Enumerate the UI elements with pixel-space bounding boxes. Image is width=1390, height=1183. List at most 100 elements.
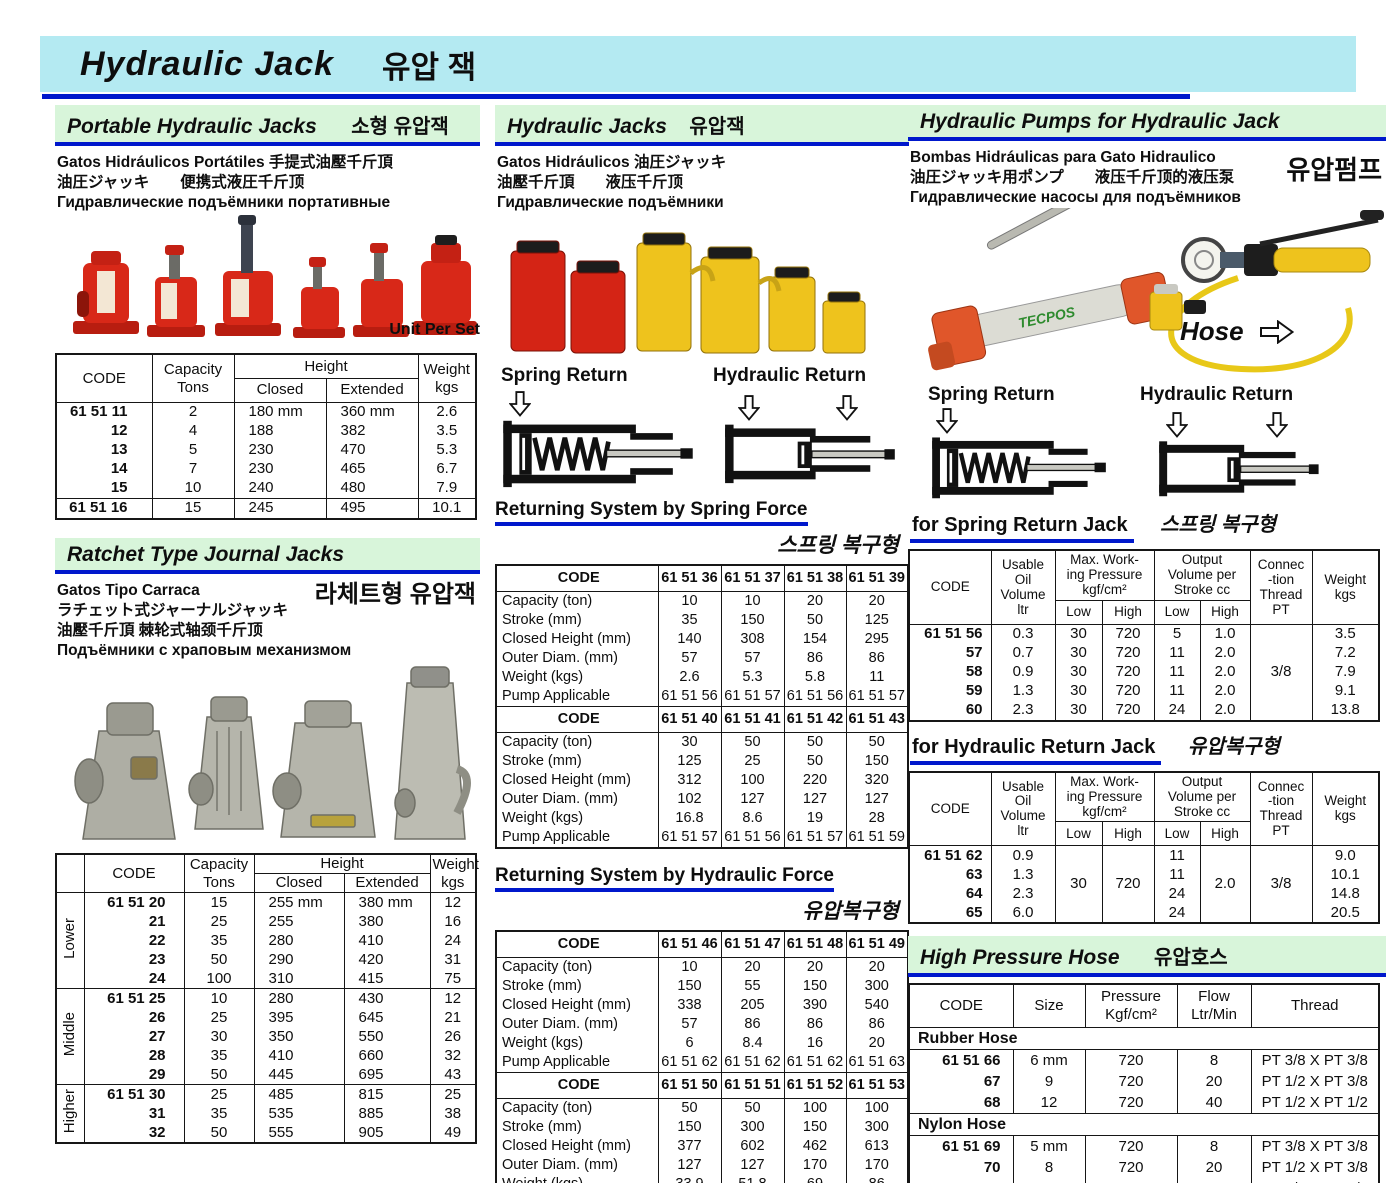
table-cell: 462 bbox=[783, 1137, 846, 1157]
hydraulic-force-title: Returning System by Hydraulic Force bbox=[495, 865, 834, 893]
table-cell: 61 51 40 bbox=[657, 706, 721, 734]
table-cell: 20 bbox=[1176, 1157, 1251, 1179]
row-group-label: Lower bbox=[61, 918, 79, 959]
table-cell: 470 bbox=[325, 440, 419, 460]
spring-force-title-korean: 스프링 복구형 bbox=[777, 534, 899, 558]
table-cell: 3/8 bbox=[1249, 624, 1313, 721]
table-cell: 30 bbox=[1054, 624, 1102, 644]
table-cell: 8 bbox=[1176, 1135, 1251, 1158]
subtitle-russian: Гидравлические насосы для подъёмников bbox=[910, 189, 1241, 207]
table-cell: 61 51 11 bbox=[55, 402, 152, 422]
table-cell: 20 bbox=[1176, 1071, 1251, 1093]
table-cell: 65 bbox=[908, 903, 991, 924]
table-cell: 0.9 bbox=[990, 662, 1055, 682]
table-cell: Weight (kgs) bbox=[495, 668, 658, 688]
table-cell: Max. Work- ing Pressure kgf/cm² bbox=[1054, 550, 1155, 601]
table-cell: 50 bbox=[657, 1098, 721, 1119]
table-cell: Stroke (mm) bbox=[495, 611, 658, 631]
down-arrow-icon bbox=[738, 395, 760, 422]
table-cell: 11 bbox=[1153, 643, 1201, 663]
table-cell: 10.1 bbox=[417, 497, 477, 519]
table-cell: Height bbox=[253, 854, 431, 875]
table-cell: 245 bbox=[233, 497, 326, 519]
table-cell: 32 bbox=[83, 1123, 184, 1144]
table-cell: 2 bbox=[151, 402, 234, 422]
portable-subtitles: Gatos Hidráulicos Portátiles 手提式油壓千斤頂 油圧… bbox=[57, 153, 480, 213]
table-cell: 1.0 bbox=[1199, 624, 1251, 644]
table-cell: 35 bbox=[183, 931, 254, 951]
table-cell: 300 bbox=[845, 977, 908, 997]
table-cell: 7.9 bbox=[417, 478, 477, 499]
table-cell: 61 51 59 bbox=[845, 828, 908, 849]
table-cell: 61 51 30 bbox=[83, 1084, 184, 1105]
subtitle-russian: Подъёмники с храповым механизмом bbox=[57, 642, 352, 660]
table-cell: 86 bbox=[845, 1015, 908, 1035]
table-cell: 28 bbox=[845, 809, 908, 829]
table-cell: Capacity (ton) bbox=[495, 957, 658, 978]
table-cell: 540 bbox=[845, 996, 908, 1016]
table-cell: CODE bbox=[495, 564, 658, 593]
down-arrow-icon bbox=[1166, 412, 1188, 439]
table-cell: 30 bbox=[657, 732, 721, 753]
table-cell: 10 bbox=[657, 957, 721, 978]
table-cell: 16 bbox=[783, 1034, 846, 1054]
return-type-diagrams: Spring Return Hydraulic Return bbox=[495, 365, 909, 489]
table-cell: 127 bbox=[720, 790, 784, 810]
table-cell: PT 3/8 X PT 3/8 bbox=[1250, 1049, 1379, 1072]
table-cell: 30 bbox=[1054, 643, 1102, 663]
table-cell: 61 51 53 bbox=[845, 1072, 908, 1100]
table-cell: 430 bbox=[343, 988, 431, 1009]
table-cell: Closed Height (mm) bbox=[495, 1137, 658, 1157]
down-arrow-icon bbox=[836, 395, 858, 422]
table-cell: 2.0 bbox=[1199, 845, 1251, 924]
table-cell: 70 bbox=[908, 1157, 1013, 1179]
table-cell: Output Volume per Stroke cc bbox=[1153, 771, 1251, 823]
table-cell: 377 bbox=[657, 1137, 721, 1157]
hydraulic-pump-title-korean: 유압복구형 bbox=[1187, 735, 1280, 758]
table-cell: 57 bbox=[908, 643, 991, 663]
table-cell: 30 bbox=[1054, 681, 1102, 701]
table-cell: Pump Applicable bbox=[495, 687, 658, 707]
table-cell: 5 mm bbox=[1012, 1135, 1085, 1158]
table-cell: Low bbox=[1054, 600, 1102, 625]
table-cell: 57 bbox=[657, 649, 721, 669]
spring-pump-table: CODE Usable Oil Volume ltr Max. Work- ing … bbox=[908, 549, 1381, 722]
table-cell: 15 bbox=[55, 478, 152, 499]
table-cell: 16 bbox=[429, 912, 477, 932]
table-cell: 61 51 47 bbox=[720, 930, 784, 959]
table-cell: Connec -tion Thread PT bbox=[1249, 771, 1313, 847]
table-cell: 61 51 62 bbox=[657, 1053, 721, 1073]
table-cell: 6 bbox=[657, 1034, 721, 1054]
table-cell: PT 1/2 X PT 1/2 bbox=[1250, 1178, 1379, 1183]
table-cell: 720 bbox=[1084, 1178, 1177, 1183]
table-cell: 26 bbox=[429, 1027, 477, 1047]
right-arrow-icon bbox=[1260, 320, 1294, 345]
table-cell: 25 bbox=[183, 1008, 254, 1028]
table-cell: 150 bbox=[720, 611, 784, 631]
table-cell: 11 bbox=[1153, 865, 1201, 885]
table-cell: 24 bbox=[429, 931, 477, 951]
table-cell: 480 bbox=[325, 478, 419, 499]
table-cell: Capacity Tons bbox=[151, 354, 234, 403]
table-cell: 20.5 bbox=[1311, 903, 1380, 924]
table-cell: 154 bbox=[783, 630, 846, 650]
table-cell: Weight kgs bbox=[1311, 771, 1380, 847]
table-cell: Pump Applicable bbox=[495, 828, 658, 849]
down-arrow-icon bbox=[1266, 412, 1288, 439]
table-cell: Closed Height (mm) bbox=[495, 630, 658, 650]
table-cell: 23 bbox=[83, 950, 184, 970]
subtitle-spanish: Gatos Hidráulicos Portátiles 手提式油壓千斤頂 bbox=[57, 154, 393, 171]
table-cell: 100 bbox=[720, 771, 784, 791]
table-cell: Extended bbox=[343, 873, 431, 894]
table-cell: 905 bbox=[343, 1123, 431, 1144]
table-cell: 10 bbox=[183, 988, 254, 1009]
table-cell: 11 bbox=[1012, 1178, 1085, 1183]
table-cell: 338 bbox=[657, 996, 721, 1016]
table-cell: 86 bbox=[783, 1015, 846, 1035]
table-cell: 61 51 36 bbox=[657, 564, 721, 593]
table-cell: 2.0 bbox=[1199, 643, 1251, 663]
table-cell: 61 51 46 bbox=[657, 930, 721, 959]
ratchet-section-header: Ratchet Type Journal Jacks bbox=[55, 537, 480, 570]
table-cell: 61 51 57 bbox=[657, 828, 721, 849]
table-cell: 4 bbox=[151, 421, 234, 441]
